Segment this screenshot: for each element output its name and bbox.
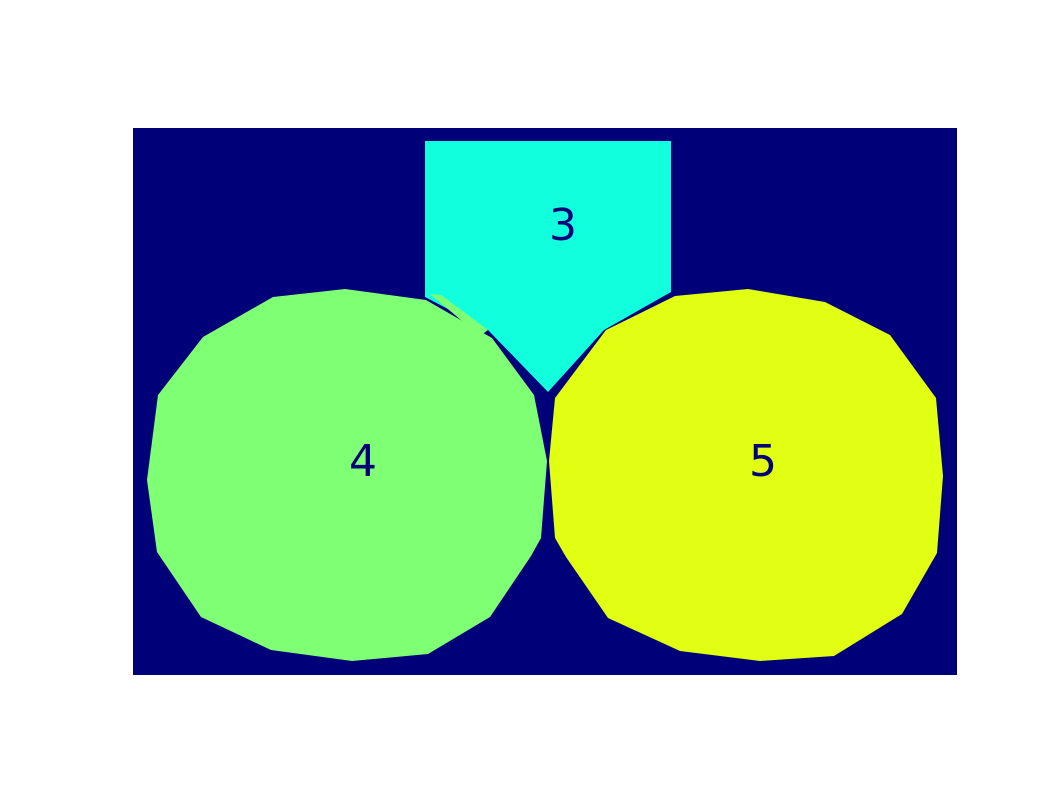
region-5-shape — [549, 289, 943, 661]
region-4-shape — [147, 289, 547, 661]
region-4-wedge — [430, 294, 488, 336]
region-3-shape — [425, 141, 671, 392]
region-5-label: 5 — [749, 436, 777, 487]
region-3-label: 3 — [549, 200, 577, 251]
region-4-label: 4 — [349, 436, 377, 487]
